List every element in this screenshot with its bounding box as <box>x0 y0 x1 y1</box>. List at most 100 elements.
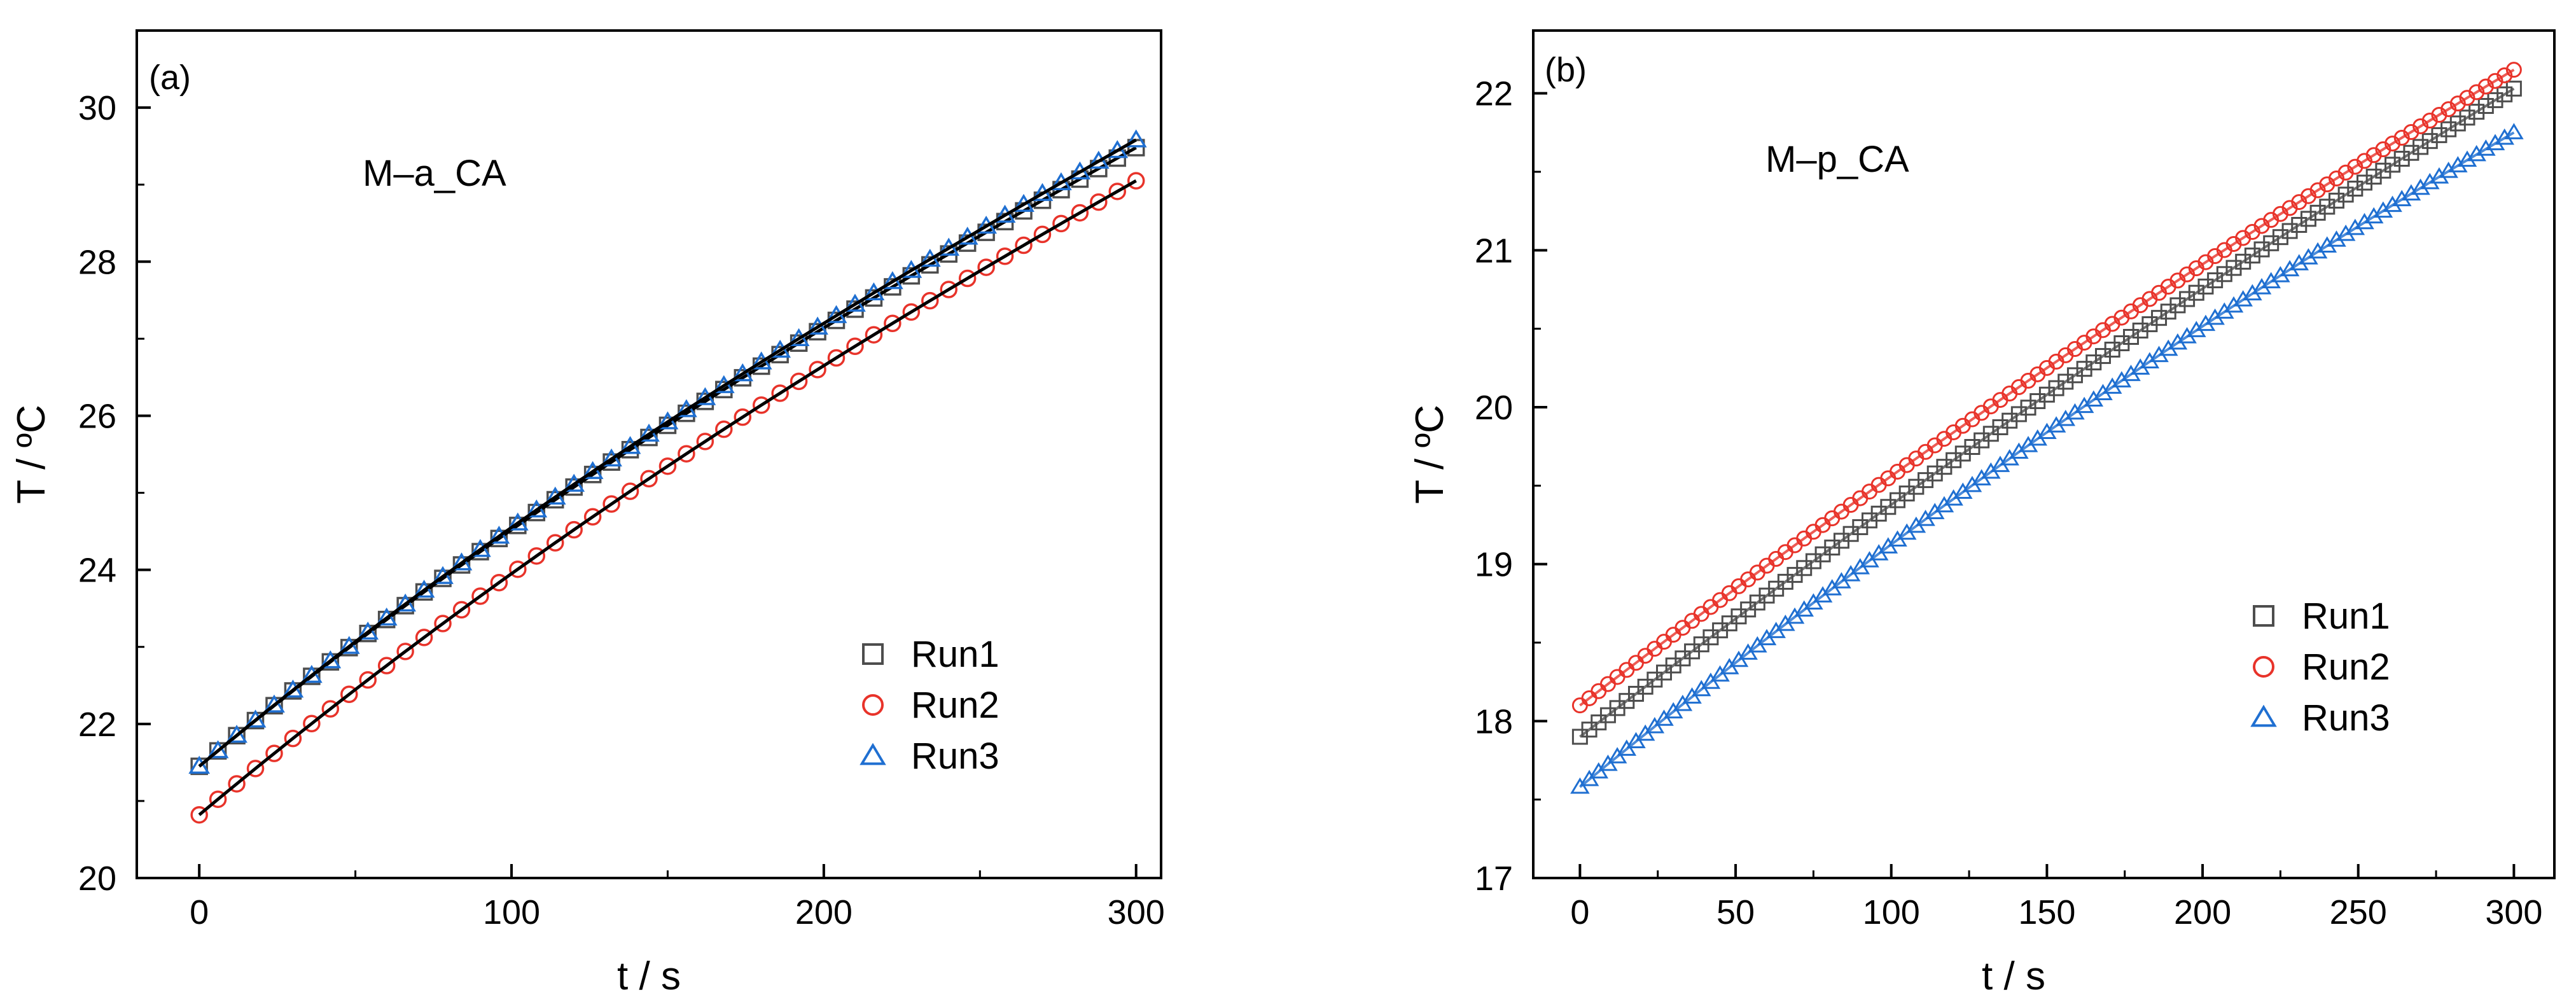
y-axis-label-a: T / ºC <box>10 405 53 504</box>
data-point-run2 <box>509 560 527 578</box>
data-point-run2 <box>452 601 471 619</box>
data-point-run2 <box>734 408 752 426</box>
data-point-run1 <box>377 610 396 629</box>
data-point-run3 <box>1125 129 1147 148</box>
panel-a: 0 100 200 300 20 22 24 26 28 30 (a) M–a_CA t / s… <box>10 29 1165 998</box>
data-point-run1 <box>2505 80 2522 97</box>
data-point-run1 <box>2496 86 2513 102</box>
plot-frame-a <box>136 29 1162 879</box>
data-point-run2 <box>340 685 358 704</box>
data-point-run1 <box>2365 169 2382 185</box>
legend-label-run1: Run1 <box>2302 596 2390 637</box>
data-point-run1 <box>2421 133 2438 150</box>
x-tick-label: 300 <box>1108 893 1165 931</box>
fit-line-run2 <box>198 179 1137 816</box>
data-point-run1 <box>2357 174 2373 191</box>
data-point-run2 <box>678 445 695 463</box>
data-point-run2 <box>621 482 639 500</box>
data-point-run3 <box>2429 167 2449 184</box>
data-point-run2 <box>527 547 546 565</box>
y-ticks-a: 20 22 24 26 28 30 <box>78 89 151 898</box>
data-point-run3 <box>300 665 323 683</box>
data-point-run3 <box>2373 201 2393 218</box>
legend-label-run1: Run1 <box>911 634 999 675</box>
data-point-run2 <box>190 805 208 824</box>
series-run3 <box>1570 123 2524 794</box>
data-point-run3 <box>2392 190 2412 207</box>
series-run1 <box>1571 80 2522 745</box>
data-point-run2 <box>658 457 677 475</box>
data-point-run2 <box>752 396 770 414</box>
y-tick-label: 26 <box>78 397 116 435</box>
data-point-run3 <box>338 636 360 654</box>
data-point-run2 <box>565 520 583 539</box>
data-point-run1 <box>2375 162 2392 179</box>
data-point-run2 <box>265 744 283 762</box>
data-point-run2 <box>640 470 658 488</box>
x-tick-label: 300 <box>2485 893 2542 931</box>
data-point-run2 <box>1052 214 1070 233</box>
y-tick-label: 17 <box>1475 860 1513 898</box>
data-point-run2 <box>958 269 977 288</box>
data-point-run2 <box>940 281 957 298</box>
data-point-run2 <box>1108 183 1127 200</box>
data-point-run1 <box>2385 157 2401 173</box>
y-tick-label: 20 <box>78 860 116 898</box>
x-tick-label: 0 <box>190 893 209 931</box>
data-point-run2 <box>790 372 808 391</box>
data-point-run3 <box>413 580 435 598</box>
data-point-run2 <box>546 534 564 552</box>
data-point-run2 <box>321 700 340 718</box>
y-tick-label: 22 <box>78 706 116 744</box>
data-point-run2 <box>865 326 883 344</box>
legend-marker-run1 <box>2253 605 2274 627</box>
data-point-run3 <box>263 694 285 713</box>
y-tick-label: 20 <box>1475 389 1513 427</box>
data-point-run3 <box>470 539 491 557</box>
data-point-run1 <box>452 556 471 574</box>
data-point-run1 <box>2412 139 2429 155</box>
x-tick-label: 200 <box>2174 893 2231 931</box>
data-point-run2 <box>359 671 377 689</box>
y-axis-label-b: T / ºC <box>1408 405 1452 504</box>
data-point-run1 <box>2440 121 2457 137</box>
data-point-run3 <box>506 512 529 531</box>
data-point-run2 <box>228 775 246 793</box>
series-run2 <box>1571 62 2522 714</box>
annotation-b: M–p_CA <box>1765 139 1909 180</box>
data-point-run2 <box>977 258 995 276</box>
data-point-run2 <box>1090 193 1108 211</box>
data-point-run2 <box>209 790 227 808</box>
data-point-run1 <box>2431 127 2447 143</box>
x-tick-label: 100 <box>483 893 540 931</box>
data-point-run3 <box>394 593 417 612</box>
data-point-run2 <box>396 643 414 660</box>
data-point-run3 <box>2504 123 2524 139</box>
x-tick-label: 150 <box>2018 893 2075 931</box>
data-point-run3 <box>282 680 304 698</box>
data-point-run2 <box>827 349 846 367</box>
data-point-run3 <box>188 755 211 774</box>
legend-label-run2: Run2 <box>2302 646 2390 688</box>
data-point-run2 <box>471 587 489 605</box>
data-point-run3 <box>207 740 229 758</box>
data-point-run2 <box>921 291 939 310</box>
x-axis-label-b: t / s <box>1982 954 2045 998</box>
data-point-run1 <box>2468 104 2485 120</box>
data-point-run1 <box>434 569 452 587</box>
series-b <box>1570 62 2524 794</box>
data-point-run2 <box>696 433 714 450</box>
x-ticks-a: 0 100 200 300 <box>190 864 1165 931</box>
panel-label-a: (a) <box>149 59 191 97</box>
data-point-run1 <box>2328 192 2344 209</box>
fit-line-run3 <box>1579 131 2515 788</box>
data-point-run2 <box>415 629 433 646</box>
x-tick-label: 50 <box>1716 893 1755 931</box>
data-point-run3 <box>581 461 604 479</box>
data-point-run1 <box>2477 98 2494 115</box>
data-point-run3 <box>432 566 454 584</box>
data-point-run3 <box>450 552 473 571</box>
x-tick-label: 100 <box>1863 893 1920 931</box>
data-point-run1 <box>2487 92 2503 108</box>
